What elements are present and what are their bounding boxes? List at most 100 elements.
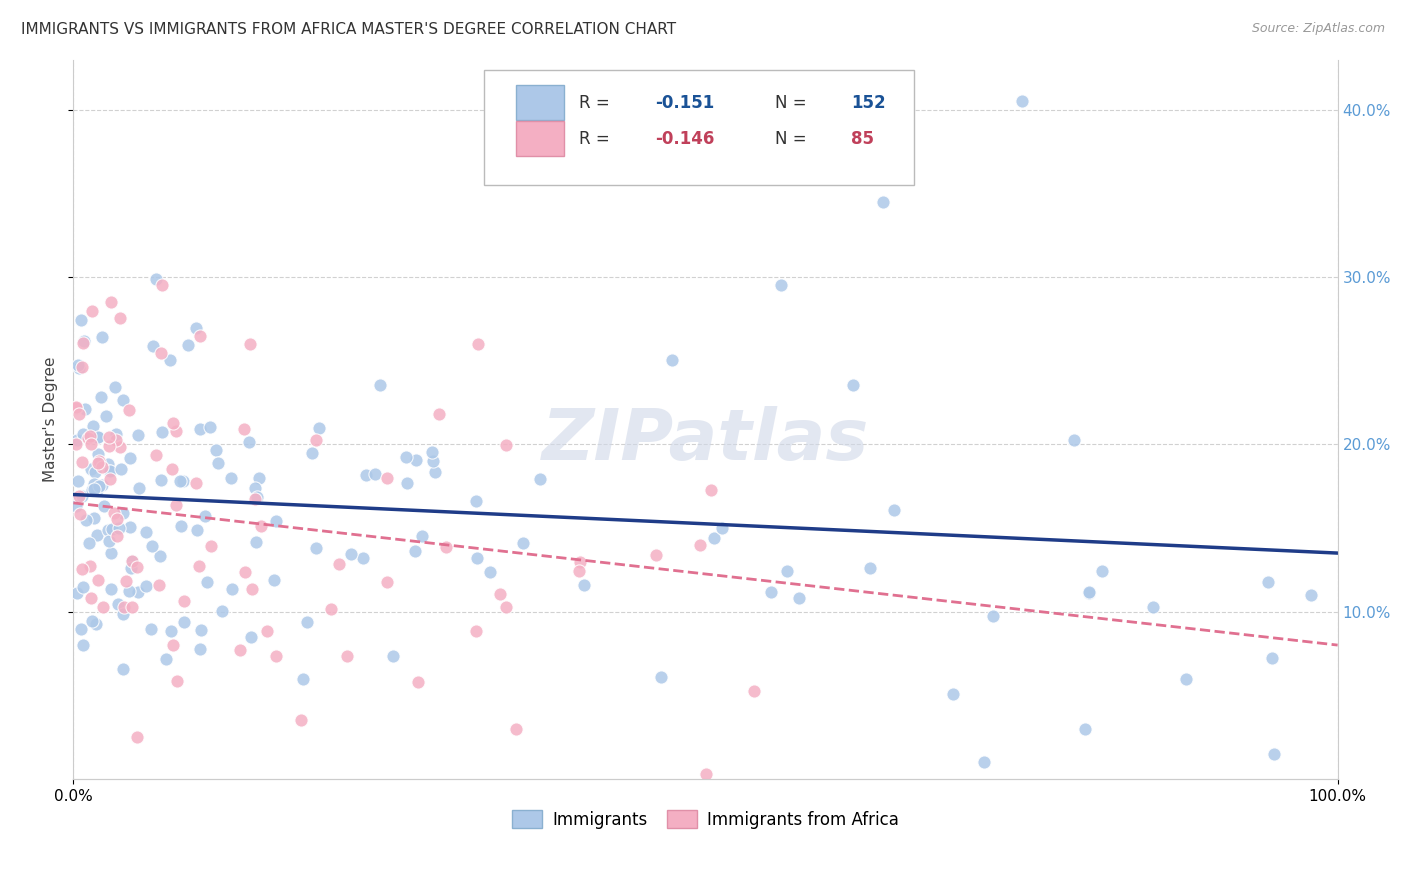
Point: [77, 535, 100, 549]
Point: [91, 599, 114, 614]
Point: [354, 468, 377, 483]
Point: [1011, 95, 1033, 109]
Point: [188, 641, 211, 656]
Point: [121, 554, 143, 568]
Point: [65, 437, 87, 451]
Point: [104, 433, 127, 447]
Point: [105, 529, 128, 543]
Point: [1263, 747, 1285, 761]
Point: [82, 419, 104, 434]
Text: ZIPatlas: ZIPatlas: [541, 407, 869, 475]
Point: [842, 377, 865, 392]
Point: [1090, 565, 1112, 579]
Point: [368, 378, 391, 392]
Point: [100, 546, 122, 560]
Point: [135, 524, 157, 539]
Point: [188, 422, 211, 436]
Text: N =: N =: [775, 129, 807, 148]
Point: [883, 502, 905, 516]
Point: [405, 453, 427, 467]
Point: [645, 548, 668, 562]
Point: [301, 446, 323, 460]
Point: [1261, 650, 1284, 665]
Point: [91, 330, 114, 344]
Point: [127, 428, 149, 442]
Point: [108, 310, 131, 325]
Point: [65, 500, 87, 514]
Point: [489, 587, 512, 601]
Point: [188, 328, 211, 343]
Point: [396, 476, 419, 491]
Point: [232, 421, 254, 435]
Point: [411, 529, 433, 543]
Point: [245, 534, 267, 549]
Point: [166, 673, 188, 688]
Point: [121, 554, 143, 568]
Point: [434, 540, 457, 554]
Point: [186, 320, 208, 334]
Point: [145, 272, 167, 286]
Point: [292, 672, 315, 686]
Point: [72, 580, 94, 594]
Text: R =: R =: [579, 129, 610, 148]
Point: [100, 295, 122, 310]
Point: [425, 465, 447, 479]
Point: [66, 474, 89, 488]
Point: [82, 483, 104, 498]
Point: [87, 430, 110, 444]
Point: [243, 492, 266, 507]
Point: [111, 607, 134, 621]
Point: [246, 490, 269, 504]
Point: [404, 544, 426, 558]
Point: [139, 622, 162, 636]
Point: [118, 519, 141, 533]
Point: [703, 531, 725, 545]
Point: [776, 564, 799, 578]
Point: [80, 614, 103, 628]
Point: [103, 506, 125, 520]
Point: [150, 346, 173, 360]
Point: [240, 630, 263, 644]
Point: [67, 360, 90, 375]
Point: [942, 687, 965, 701]
Point: [568, 564, 591, 578]
Point: [1174, 672, 1197, 686]
Point: [73, 334, 96, 349]
Point: [352, 550, 374, 565]
Point: [661, 353, 683, 368]
Point: [105, 426, 128, 441]
Point: [72, 455, 94, 469]
Point: [80, 437, 103, 451]
Point: [86, 456, 108, 470]
Point: [110, 461, 132, 475]
Point: [100, 464, 122, 478]
Point: [394, 450, 416, 465]
Point: [742, 684, 765, 698]
Point: [93, 499, 115, 513]
Point: [79, 429, 101, 443]
Point: [1063, 433, 1085, 447]
Point: [263, 574, 285, 588]
FancyBboxPatch shape: [516, 86, 564, 120]
Point: [65, 490, 87, 504]
Point: [363, 467, 385, 481]
Point: [86, 483, 108, 497]
Point: [87, 573, 110, 587]
Point: [150, 425, 173, 439]
Point: [256, 624, 278, 639]
Point: [118, 584, 141, 599]
Point: [505, 722, 527, 736]
Point: [90, 390, 112, 404]
Point: [427, 407, 450, 421]
Point: [87, 430, 110, 444]
Point: [250, 519, 273, 533]
Text: IMMIGRANTS VS IMMIGRANTS FROM AFRICA MASTER'S DEGREE CORRELATION CHART: IMMIGRANTS VS IMMIGRANTS FROM AFRICA MAS…: [21, 22, 676, 37]
Point: [650, 669, 672, 683]
Text: Source: ZipAtlas.com: Source: ZipAtlas.com: [1251, 22, 1385, 36]
FancyBboxPatch shape: [484, 70, 914, 186]
Point: [173, 615, 195, 629]
Point: [94, 409, 117, 423]
Point: [495, 438, 517, 452]
Text: -0.146: -0.146: [655, 129, 714, 148]
Point: [194, 509, 217, 524]
